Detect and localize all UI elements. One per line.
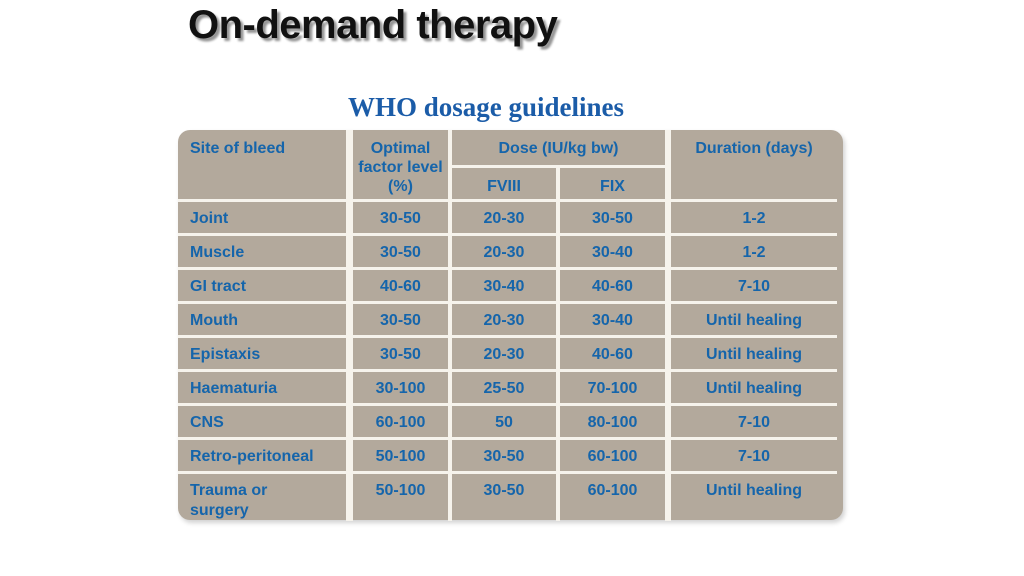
table-row-optimal-cell: 30-50	[346, 202, 448, 236]
table-row-duration-cell: 7-10	[665, 406, 837, 440]
table-row-fix-cell: 30-40	[556, 236, 665, 270]
table-row-site-cell: Haematuria	[178, 372, 346, 406]
table-row-site-cell: CNS	[178, 406, 346, 440]
table-row-fviii-cell: 20-30	[448, 338, 556, 372]
table-subtitle: WHO dosage guidelines	[347, 92, 625, 122]
table-row-fviii-cell: 30-40	[448, 270, 556, 304]
table-row-fix-cell: 80-100	[556, 406, 665, 440]
table-row-fviii-cell: 20-30	[448, 236, 556, 270]
table-row-duration-cell: Until healing	[665, 474, 837, 521]
column-header-fviii: FVIII	[448, 168, 556, 202]
table-row-optimal-cell: 30-50	[346, 338, 448, 372]
table-row-fix-cell: 40-60	[556, 270, 665, 304]
table-row-fix-cell: 30-40	[556, 304, 665, 338]
column-header-site-of-bleed: Site of bleed	[178, 130, 346, 202]
table-row-fix-cell: 60-100	[556, 440, 665, 474]
column-header-optimal-factor-level: Optimal factor level (%)	[346, 130, 448, 202]
column-header-fix: FIX	[556, 168, 665, 202]
table-row-duration-cell: 1-2	[665, 236, 837, 270]
table-row-site-cell: Trauma or surgery	[190, 482, 268, 519]
table-row-fix-cell: 40-60	[556, 338, 665, 372]
table-row-site-cell: GI tract	[178, 270, 346, 304]
table-row-duration-cell: 1-2	[665, 202, 837, 236]
table-row-fix-cell: 70-100	[556, 372, 665, 406]
table-row-duration-cell: 7-10	[665, 270, 837, 304]
table-row-fviii-cell: 20-30	[448, 304, 556, 338]
table-row-optimal-cell: 50-100	[346, 440, 448, 474]
table-row-site-cell: Muscle	[178, 236, 346, 270]
table-row-site-cell: Epistaxis	[178, 338, 346, 372]
table-row-duration-cell: 7-10	[665, 440, 837, 474]
table-row-optimal-cell: 30-100	[346, 372, 448, 406]
dosage-table: Site of bleed Optimal factor level (%) D…	[178, 130, 843, 521]
table-row-fix-cell: 30-50	[556, 202, 665, 236]
table-row-fviii-cell: 25-50	[448, 372, 556, 406]
table-row-fviii-cell: 30-50	[448, 440, 556, 474]
table-row-site-cell: Joint	[178, 202, 346, 236]
table-row-duration-cell: Until healing	[665, 338, 837, 372]
table-row-optimal-cell: 30-50	[346, 236, 448, 270]
table-row-optimal-cell: 50-100	[346, 474, 448, 521]
page-title: On-demand therapy	[188, 3, 558, 47]
column-header-duration: Duration (days)	[665, 130, 837, 202]
table-row-optimal-cell: 30-50	[346, 304, 448, 338]
table-row-optimal-cell: 40-60	[346, 270, 448, 304]
table-row-site-cell: Retro-peritoneal	[178, 440, 346, 474]
table-row-fviii-cell: 50	[448, 406, 556, 440]
dosage-table-grid: Site of bleed Optimal factor level (%) D…	[178, 130, 837, 521]
table-row-fviii-cell: 30-50	[448, 474, 556, 521]
table-row-duration-cell: Until healing	[665, 372, 837, 406]
table-row-fviii-cell: 20-30	[448, 202, 556, 236]
table-row-fix-cell: 60-100	[556, 474, 665, 521]
column-header-dose-group: Dose (IU/kg bw)	[448, 130, 665, 168]
table-row-site-cell: Mouth	[178, 304, 346, 338]
table-row-optimal-cell: 60-100	[346, 406, 448, 440]
table-row-duration-cell: Until healing	[665, 304, 837, 338]
